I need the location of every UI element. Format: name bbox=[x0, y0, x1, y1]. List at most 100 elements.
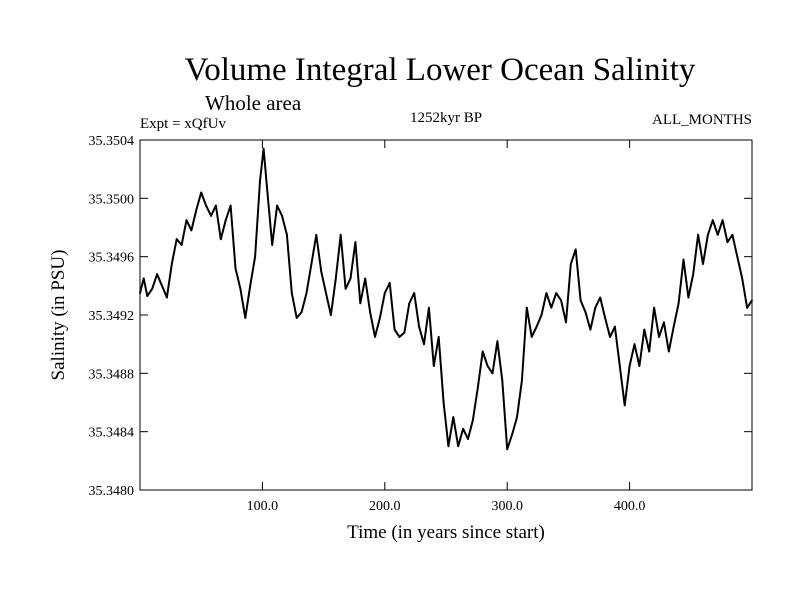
data-point bbox=[276, 204, 278, 207]
y-tick-label: 35.3492 bbox=[89, 309, 135, 324]
data-point bbox=[540, 314, 543, 316]
data-point bbox=[653, 306, 655, 309]
data-point bbox=[300, 311, 303, 313]
data-point bbox=[721, 219, 724, 222]
data-point bbox=[643, 328, 646, 331]
data-point bbox=[244, 317, 247, 319]
data-point bbox=[205, 204, 208, 207]
y-tick-label: 35.3488 bbox=[89, 367, 135, 382]
data-point bbox=[146, 295, 149, 297]
data-point bbox=[476, 387, 479, 389]
data-point bbox=[711, 219, 714, 222]
data-point bbox=[369, 311, 371, 313]
data-point bbox=[161, 284, 163, 287]
x-axis-label: Time (in years since start) bbox=[347, 522, 545, 543]
data-point bbox=[746, 306, 748, 309]
data-point bbox=[628, 365, 631, 367]
data-point bbox=[462, 427, 464, 430]
data-point bbox=[330, 314, 332, 316]
data-point bbox=[388, 282, 391, 284]
data-point bbox=[751, 299, 753, 302]
data-point bbox=[139, 292, 141, 294]
data-point bbox=[393, 328, 396, 331]
data-point bbox=[506, 448, 509, 451]
data-point bbox=[579, 299, 582, 302]
data-point bbox=[516, 416, 518, 418]
y-tick-label: 35.3504 bbox=[89, 134, 135, 149]
data-point bbox=[185, 219, 188, 222]
data-point bbox=[281, 214, 283, 217]
data-point bbox=[437, 336, 440, 338]
data-point bbox=[383, 292, 386, 294]
data-point bbox=[180, 244, 183, 246]
data-point bbox=[286, 233, 288, 236]
data-point bbox=[521, 379, 523, 382]
data-point bbox=[472, 419, 474, 421]
data-point bbox=[339, 233, 342, 236]
data-point bbox=[623, 404, 626, 407]
data-point bbox=[682, 258, 685, 261]
data-point bbox=[262, 147, 265, 150]
data-point bbox=[545, 292, 548, 294]
salinity-series-line bbox=[139, 147, 753, 451]
x-tick-label: 200.0 bbox=[369, 499, 401, 514]
data-point bbox=[687, 296, 690, 299]
data-point bbox=[349, 277, 352, 280]
data-point bbox=[374, 336, 376, 338]
data-point bbox=[423, 343, 425, 346]
data-point bbox=[166, 296, 168, 299]
data-point bbox=[310, 263, 313, 265]
data-point bbox=[525, 306, 528, 309]
data-point bbox=[271, 244, 274, 246]
data-point bbox=[215, 204, 217, 207]
data-point bbox=[550, 306, 553, 309]
x-tick-label: 300.0 bbox=[491, 499, 523, 514]
data-point bbox=[672, 325, 675, 328]
data-point bbox=[325, 292, 327, 294]
data-point bbox=[413, 292, 416, 294]
data-point bbox=[229, 204, 232, 207]
data-point bbox=[565, 321, 567, 324]
data-point bbox=[428, 306, 430, 309]
data-point bbox=[457, 445, 460, 448]
data-point bbox=[736, 255, 739, 258]
data-point bbox=[702, 263, 704, 265]
data-point bbox=[170, 263, 173, 265]
data-point bbox=[305, 292, 308, 294]
data-point bbox=[190, 229, 193, 232]
data-point bbox=[354, 241, 357, 244]
data-point bbox=[254, 255, 256, 258]
data-point bbox=[594, 306, 597, 309]
data-point bbox=[501, 379, 504, 382]
data-point bbox=[716, 233, 719, 236]
y-axis-label: Salinity (in PSU) bbox=[48, 250, 69, 381]
x-axis: 100.0 200.0 300.0 400.0 bbox=[247, 140, 645, 514]
chart-title: Volume Integral Lower Ocean Salinity bbox=[185, 52, 696, 88]
experiment-label: Expt = xQfUv bbox=[140, 116, 226, 132]
data-point bbox=[418, 325, 420, 328]
data-point bbox=[481, 350, 484, 353]
data-point bbox=[574, 248, 577, 251]
data-point bbox=[151, 287, 154, 290]
data-point bbox=[560, 299, 562, 302]
data-point bbox=[210, 214, 212, 217]
salinity-data-points bbox=[139, 147, 753, 451]
data-point bbox=[224, 219, 227, 222]
chart-subtitle: Whole area bbox=[205, 91, 302, 115]
data-point bbox=[491, 372, 494, 375]
data-point bbox=[589, 328, 592, 331]
data-point bbox=[535, 325, 538, 328]
data-point bbox=[359, 302, 362, 305]
data-point bbox=[707, 233, 709, 236]
data-point bbox=[496, 340, 499, 343]
data-point bbox=[638, 365, 641, 367]
y-tick-label: 35.3496 bbox=[89, 251, 135, 266]
data-point bbox=[315, 233, 318, 236]
data-point bbox=[658, 336, 660, 338]
data-point bbox=[442, 401, 445, 404]
data-point bbox=[259, 179, 261, 182]
data-point bbox=[295, 317, 298, 319]
data-point bbox=[726, 241, 729, 244]
data-point bbox=[511, 433, 513, 436]
